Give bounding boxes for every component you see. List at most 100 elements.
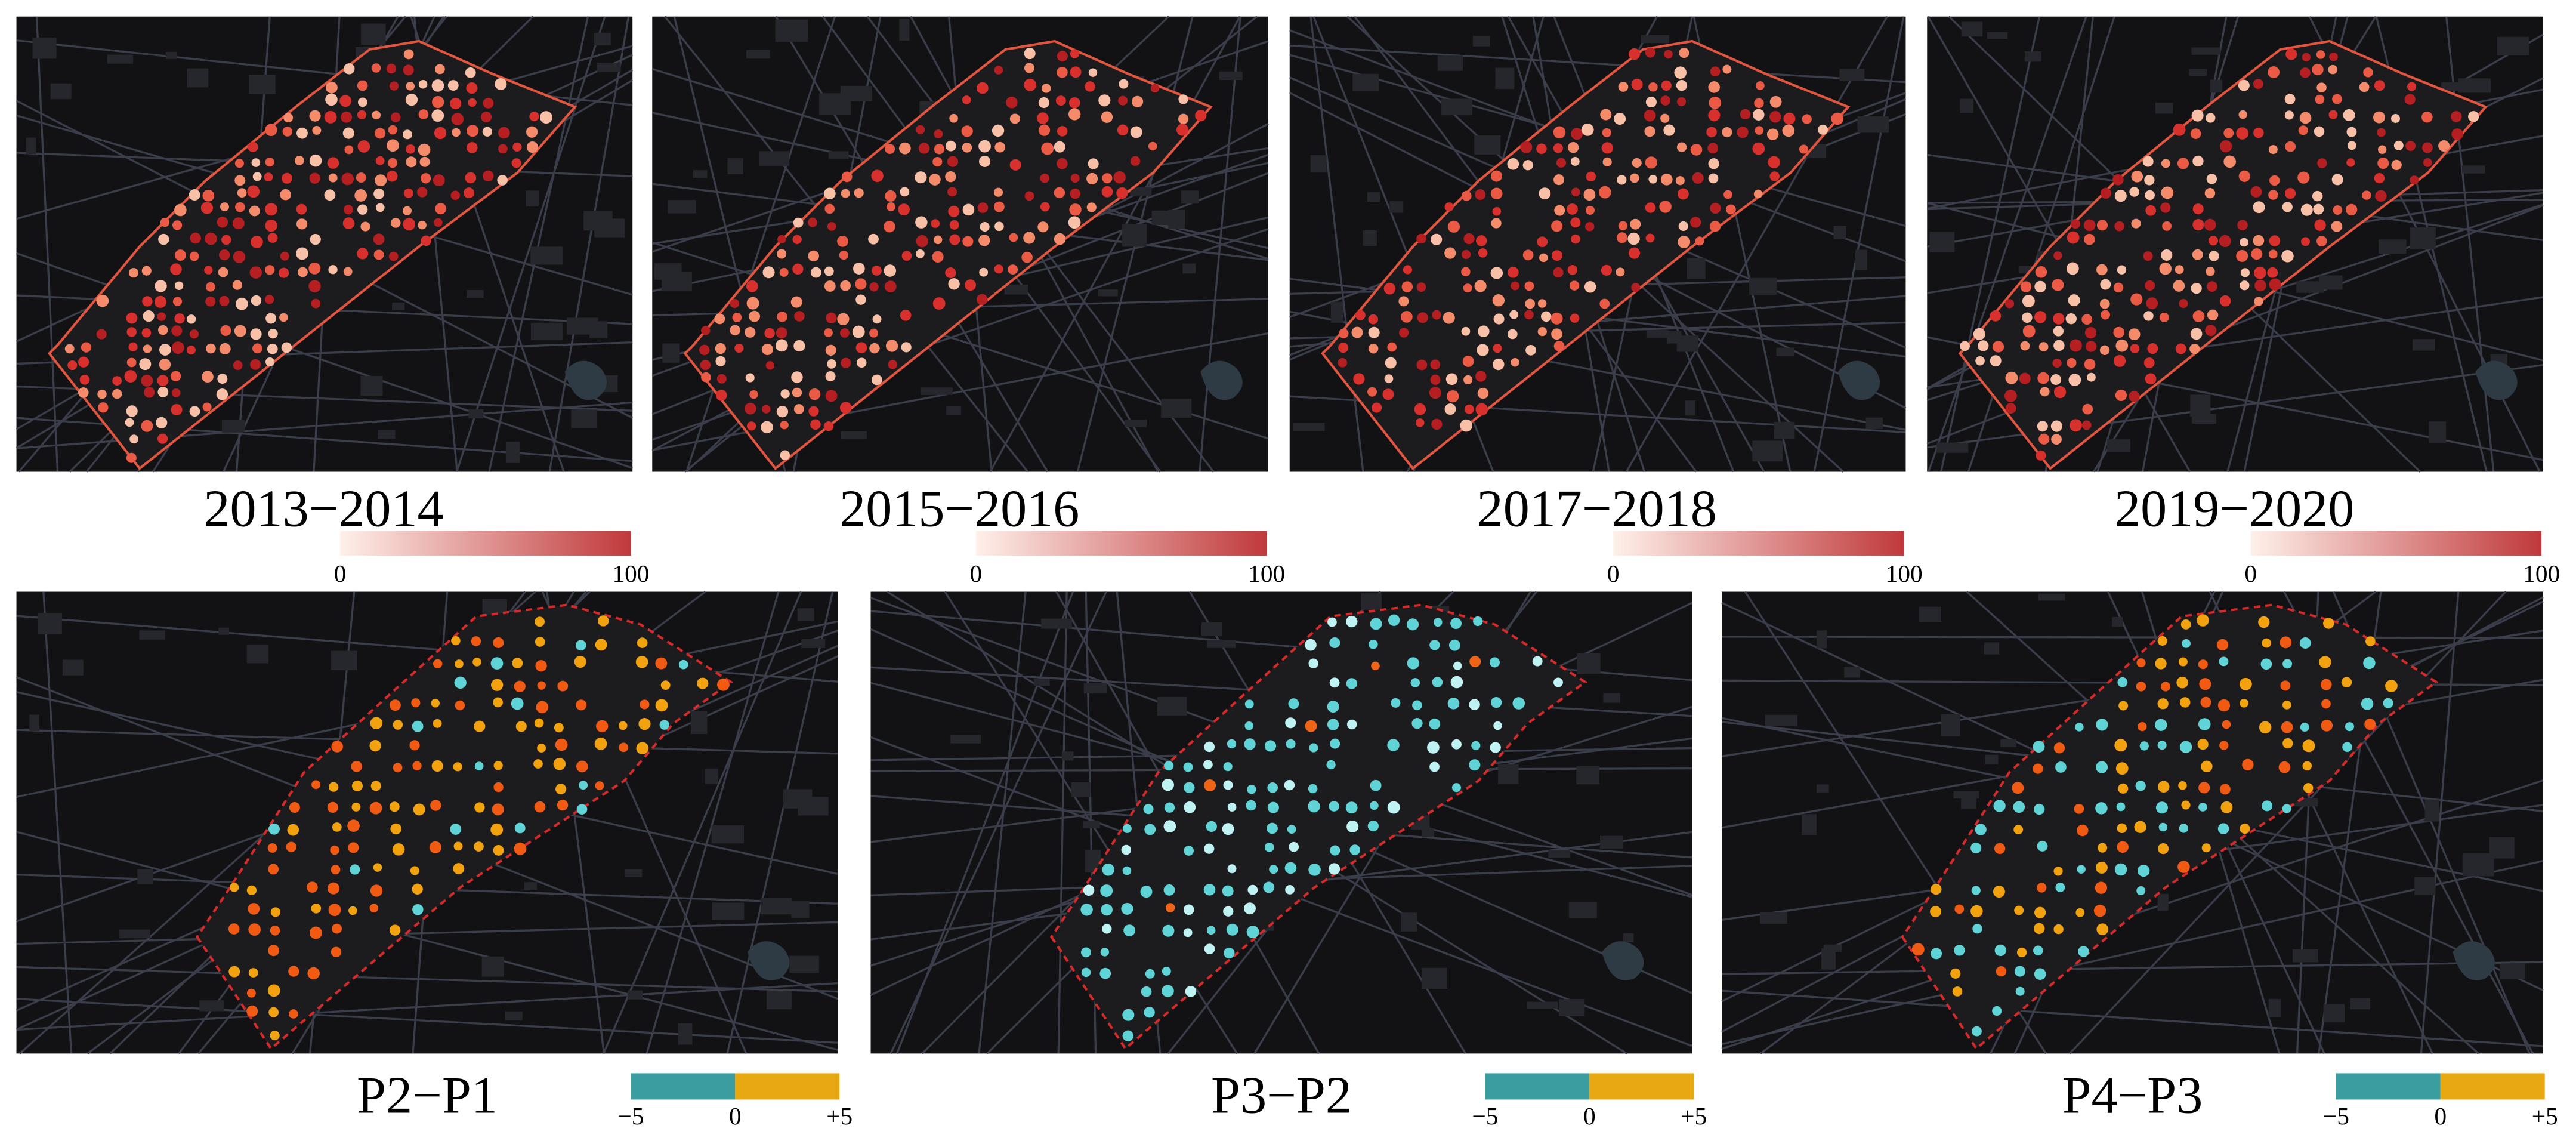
sample-dot	[403, 188, 413, 198]
sample-dot	[250, 359, 261, 370]
sample-dot	[268, 823, 280, 835]
sample-dot	[730, 298, 740, 309]
sample-dot	[1227, 864, 1237, 874]
sample-dot	[1204, 943, 1215, 955]
sample-dot	[1994, 944, 2006, 957]
sample-dot	[732, 313, 742, 322]
sample-dot	[491, 679, 504, 691]
water-body	[747, 941, 790, 980]
sample-dot	[2269, 235, 2281, 246]
sample-dot	[270, 1030, 280, 1041]
sample-dot	[1204, 741, 1215, 753]
sample-dot	[1448, 639, 1460, 651]
sample-dot	[884, 280, 897, 293]
sample-dot	[412, 904, 424, 915]
sample-dot	[1443, 312, 1455, 324]
sample-dot	[1054, 187, 1065, 199]
sample-dot	[1469, 699, 1480, 710]
sample-dot	[2014, 905, 2024, 915]
sample-dot	[2315, 94, 2325, 104]
sample-dot	[1088, 158, 1099, 169]
sample-dot	[2129, 391, 2140, 402]
building	[1960, 98, 1974, 113]
sample-dot	[124, 370, 137, 383]
sample-dot	[2253, 201, 2265, 214]
sample-dot	[2100, 279, 2111, 290]
sample-dot	[2158, 843, 2169, 855]
sample-dot	[1799, 144, 1809, 154]
building	[1623, 933, 1634, 943]
sample-dot	[1398, 296, 1409, 307]
sample-dot	[1330, 845, 1340, 856]
sample-dot	[2316, 82, 2327, 92]
building	[1330, 301, 1343, 323]
sample-dot	[465, 172, 477, 184]
sample-dot	[554, 723, 564, 733]
building	[1817, 630, 1827, 649]
sample-dot	[512, 142, 522, 152]
building	[199, 1000, 224, 1012]
sample-dot	[2016, 947, 2027, 958]
sample-dot	[1203, 884, 1216, 896]
sample-dot	[823, 421, 834, 431]
sample-dot	[328, 782, 339, 792]
sample-dot	[309, 926, 322, 939]
building	[791, 901, 810, 918]
sample-dot	[341, 172, 354, 186]
sample-dot	[1338, 343, 1349, 353]
sample-dot	[405, 93, 418, 106]
sample-dot	[1204, 843, 1215, 854]
sample-dot	[327, 801, 338, 813]
building	[2296, 281, 2324, 293]
sample-dot	[1399, 328, 1409, 338]
sample-dot	[2198, 803, 2207, 812]
sample-dot	[354, 189, 367, 202]
sample-dot	[324, 189, 336, 201]
sample-dot	[189, 189, 200, 201]
sample-dot	[1070, 49, 1080, 58]
sample-dot	[2280, 680, 2291, 691]
sample-dot	[779, 267, 789, 277]
building	[505, 442, 520, 463]
sample-dot	[635, 655, 648, 668]
road	[1721, 989, 2544, 1047]
sample-dot	[749, 390, 758, 399]
building	[119, 929, 150, 939]
building	[921, 387, 953, 395]
sample-dot	[1973, 328, 1985, 340]
sample-dot	[280, 251, 289, 261]
sample-dot	[234, 325, 246, 337]
sample-dot	[2258, 616, 2270, 628]
building	[1122, 223, 1147, 247]
sample-dot	[2206, 113, 2216, 123]
sample-dot	[765, 361, 775, 370]
sample-dot	[2005, 403, 2016, 414]
sample-dot	[403, 129, 412, 140]
sample-dot	[248, 141, 258, 152]
sample-dot	[331, 865, 341, 875]
sample-dot	[994, 264, 1003, 274]
sample-dot	[2095, 861, 2108, 874]
sample-dot	[2189, 344, 2200, 354]
sample-dot	[2155, 719, 2167, 731]
sample-dot	[1345, 801, 1358, 814]
sample-dot	[1769, 95, 1782, 108]
sample-dot	[204, 266, 213, 275]
sample-dot	[474, 761, 484, 771]
building	[705, 768, 718, 785]
sample-dot	[1263, 881, 1275, 893]
sample-dot	[1162, 985, 1174, 997]
building	[1168, 209, 1185, 229]
sample-dot	[2365, 636, 2376, 646]
sample-dot	[678, 659, 688, 670]
sample-dot	[2036, 450, 2046, 461]
sample-dot	[993, 187, 1003, 197]
sample-dot	[1346, 719, 1357, 730]
sample-dot	[327, 882, 339, 895]
sample-dot	[2302, 739, 2315, 753]
sample-dot	[219, 343, 231, 355]
sample-dot	[2269, 278, 2281, 291]
sample-dot	[1477, 387, 1489, 399]
sample-dot	[325, 81, 338, 94]
sample-dot	[1351, 326, 1363, 338]
